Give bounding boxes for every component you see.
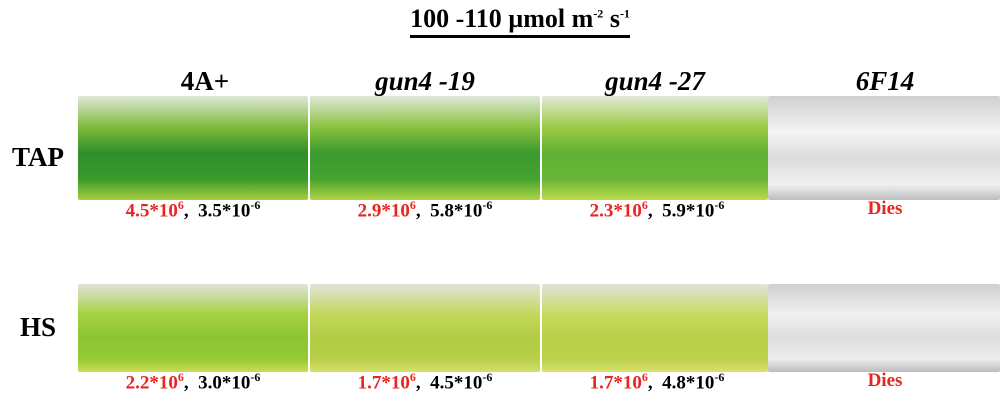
value-exponent: 6 xyxy=(641,370,648,384)
flask-photo xyxy=(310,284,540,372)
cell-values: 1.7*106, 4.8*10-6 xyxy=(542,370,772,394)
value-exponent: -6 xyxy=(250,198,261,212)
value-text: 4.8*10 xyxy=(662,372,715,394)
value-text: 2.3*10 xyxy=(589,200,642,222)
value-exponent: -6 xyxy=(250,370,261,384)
value-exponent: -1 xyxy=(619,6,630,21)
separator: , xyxy=(415,372,421,394)
value-text: s xyxy=(603,4,620,33)
flask-photo xyxy=(768,284,1000,372)
figure-title: 100 -110 µmol m-2 s-1 xyxy=(0,4,1000,38)
flask-photo xyxy=(78,96,308,200)
value-exponent: 6 xyxy=(177,198,184,212)
cell-values: Dies xyxy=(770,198,1000,220)
flask-photo xyxy=(542,284,768,372)
value-text: 2.9*10 xyxy=(357,200,410,222)
value-text: 3.0*10 xyxy=(198,372,251,394)
value-exponent: -6 xyxy=(482,198,493,212)
cell-values: 2.3*106, 5.9*10-6 xyxy=(542,198,772,222)
cell-values: 2.9*106, 5.8*10-6 xyxy=(310,198,540,222)
cell-values: Dies xyxy=(770,370,1000,392)
value-text: 1.7*10 xyxy=(589,372,642,394)
column-header: gun4 -19 xyxy=(375,66,475,96)
cell-values: 1.7*106, 4.5*10-6 xyxy=(310,370,540,394)
separator: , xyxy=(647,372,653,394)
flask-photo xyxy=(310,96,540,200)
value-text: 4.5*10 xyxy=(430,372,483,394)
value-exponent: 6 xyxy=(177,370,184,384)
cell-values: 4.5*106, 3.5*10-6 xyxy=(78,198,308,222)
separator: , xyxy=(183,200,189,222)
value-text: 5.9*10 xyxy=(662,200,715,222)
value-text: 5.8*10 xyxy=(430,200,483,222)
status-text: Dies xyxy=(867,198,903,219)
column-header: gun4 -27 xyxy=(605,66,705,96)
separator: , xyxy=(183,372,189,394)
cell-values: 2.2*106, 3.0*10-6 xyxy=(78,370,308,394)
row-label: HS xyxy=(19,312,57,342)
value-text: 1.7*10 xyxy=(357,372,410,394)
value-text: 2.2*10 xyxy=(125,372,178,394)
value-exponent: 6 xyxy=(409,198,416,212)
value-exponent: -6 xyxy=(714,198,725,212)
row-label: TAP xyxy=(12,142,64,172)
value-exponent: -6 xyxy=(482,370,493,384)
status-text: Dies xyxy=(867,370,903,391)
value-exponent: 6 xyxy=(641,198,648,212)
value-text: 100 -110 µmol m xyxy=(410,4,594,33)
flask-photo xyxy=(78,284,308,372)
value-text: 3.5*10 xyxy=(198,200,251,222)
flask-photo xyxy=(768,96,1000,200)
value-exponent: 6 xyxy=(409,370,416,384)
column-header: 6F14 xyxy=(855,66,915,96)
value-text: 4.5*10 xyxy=(125,200,178,222)
separator: , xyxy=(415,200,421,222)
value-exponent: -6 xyxy=(714,370,725,384)
column-header: 4A+ xyxy=(180,66,230,96)
flask-photo xyxy=(542,96,768,200)
separator: , xyxy=(647,200,653,222)
value-exponent: -2 xyxy=(593,6,604,21)
